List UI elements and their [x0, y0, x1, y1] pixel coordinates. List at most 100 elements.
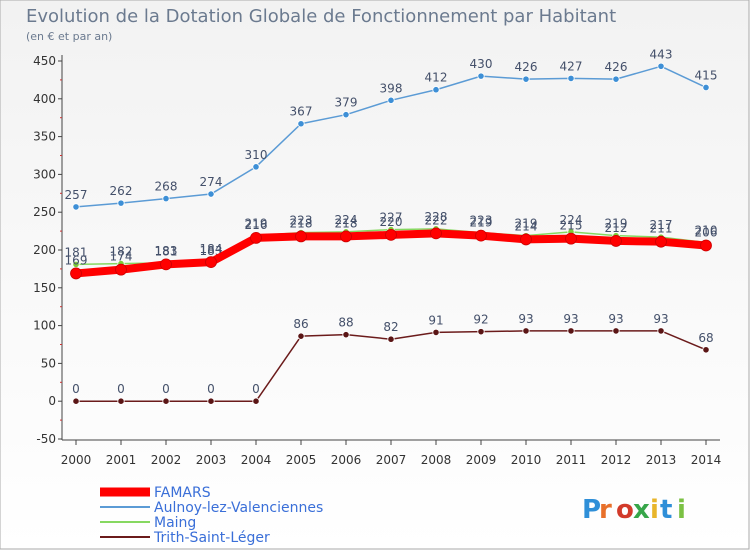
data-point [566, 233, 577, 244]
data-label: 93 [608, 312, 623, 326]
data-point [343, 111, 349, 117]
data-label: 426 [515, 60, 538, 74]
data-label: 86 [293, 317, 308, 331]
data-point [118, 398, 124, 404]
data-label: 93 [518, 312, 533, 326]
logo-letter: r [599, 495, 612, 525]
data-point [658, 328, 664, 334]
data-label: 310 [245, 148, 268, 162]
data-label: 219 [470, 216, 493, 230]
data-point [163, 398, 169, 404]
legend-label: Aulnoy-lez-Valenciennes [154, 500, 323, 516]
x-tick-label: 2006 [331, 453, 362, 467]
y-tick-label: 150 [33, 281, 56, 295]
data-point [388, 336, 394, 342]
data-point [206, 257, 217, 268]
x-tick-label: 2008 [421, 453, 452, 467]
x-tick-label: 2004 [241, 453, 272, 467]
data-label: 92 [473, 313, 488, 327]
y-tick-label: 400 [33, 92, 56, 106]
data-label: 82 [383, 320, 398, 334]
data-point [523, 328, 529, 334]
data-label: 0 [72, 382, 80, 396]
y-tick-label: 300 [33, 167, 56, 181]
y-tick-label: 100 [33, 319, 56, 333]
data-label: 398 [380, 81, 403, 95]
y-tick-label: 450 [33, 54, 56, 68]
legend-label: Trith-Saint-Léger [153, 530, 270, 546]
x-tick-label: 2000 [61, 453, 92, 467]
chart-container: Evolution de la Dotation Globale de Fonc… [0, 0, 750, 550]
data-point [341, 231, 352, 242]
data-point [71, 268, 82, 279]
y-tick-label: -50 [36, 432, 56, 446]
data-label: 93 [653, 312, 668, 326]
data-label: 181 [155, 244, 178, 258]
data-label: 274 [200, 175, 223, 189]
y-tick-label: 250 [33, 205, 56, 219]
data-point [476, 230, 487, 241]
x-tick-label: 2010 [511, 453, 542, 467]
data-label: 367 [290, 105, 313, 119]
data-point [386, 229, 397, 240]
data-point [73, 398, 79, 404]
y-tick-label: 50 [41, 356, 56, 370]
x-tick-label: 2012 [601, 453, 632, 467]
data-point [478, 73, 484, 79]
data-point [433, 329, 439, 335]
y-tick-label: 350 [33, 130, 56, 144]
data-point [613, 328, 619, 334]
proxiti-logo: Pr o x i t i [582, 495, 686, 525]
data-point [73, 204, 79, 210]
data-point [521, 234, 532, 245]
logo-letter: i [650, 495, 659, 525]
data-label: 257 [65, 188, 88, 202]
x-tick-label: 2002 [151, 453, 182, 467]
data-label: 88 [338, 316, 353, 330]
data-point [568, 75, 574, 81]
data-point [611, 235, 622, 246]
x-tick-label: 2014 [691, 453, 722, 467]
data-label: 220 [380, 215, 403, 229]
data-label: 430 [470, 57, 493, 71]
data-label: 222 [425, 213, 448, 227]
data-label: 206 [695, 225, 718, 239]
data-point [703, 347, 709, 353]
data-label: 427 [560, 59, 583, 73]
data-label: 211 [650, 222, 673, 236]
data-point [253, 398, 259, 404]
data-point [163, 195, 169, 201]
data-label: 415 [695, 68, 718, 82]
data-point [253, 164, 259, 170]
x-tick-label: 2001 [106, 453, 137, 467]
data-label: 412 [425, 71, 448, 85]
x-tick-label: 2009 [466, 453, 497, 467]
data-label: 443 [650, 47, 673, 61]
data-label: 0 [117, 382, 125, 396]
data-point [298, 121, 304, 127]
data-label: 214 [515, 219, 538, 233]
data-point [161, 259, 172, 270]
x-tick-label: 2011 [556, 453, 587, 467]
data-label: 426 [605, 60, 628, 74]
data-point [613, 76, 619, 82]
logo-letter: t [660, 495, 672, 525]
data-point [208, 398, 214, 404]
data-label: 216 [245, 218, 268, 232]
data-label: 184 [200, 242, 223, 256]
data-point [431, 228, 442, 239]
data-label: 0 [162, 382, 170, 396]
chart-title: Evolution de la Dotation Globale de Fonc… [26, 6, 616, 27]
data-point [701, 240, 712, 251]
x-tick-label: 2003 [196, 453, 227, 467]
data-point [523, 76, 529, 82]
logo-letter: o [616, 495, 634, 525]
data-point [703, 84, 709, 90]
data-label: 218 [335, 216, 358, 230]
logo-letter: x [633, 495, 650, 525]
data-label: 262 [110, 184, 133, 198]
data-point [656, 236, 667, 247]
x-tick-label: 2007 [376, 453, 407, 467]
data-point [433, 87, 439, 93]
data-point [116, 264, 127, 275]
